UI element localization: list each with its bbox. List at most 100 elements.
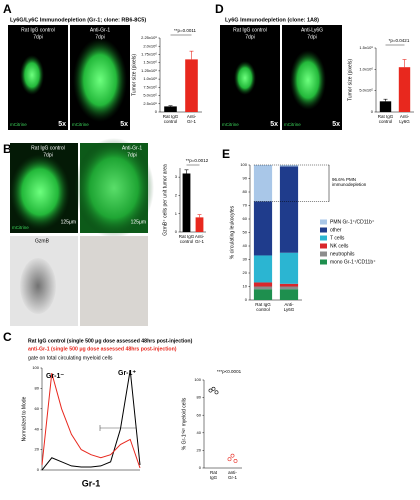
y-tick-label: 2.25x10⁶ <box>141 35 157 40</box>
y-tick-label: 100 <box>194 377 201 382</box>
image-stain: mCitrine <box>72 122 89 127</box>
x-axis-label: Gr-1 <box>82 478 101 488</box>
histogram-line <box>41 369 141 471</box>
legend-label: neutrophils <box>330 251 355 257</box>
image-label: Anti-Ly6G <box>301 27 323 33</box>
y-axis-label: % circulating leukocytes <box>229 205 235 259</box>
y-tick-label: 100 <box>240 162 247 167</box>
panel-letter: E <box>222 147 230 161</box>
y-axis-label: Normalized to Mode <box>21 396 27 441</box>
tumor <box>290 50 326 110</box>
image-scale: 5x <box>120 121 128 128</box>
annotation: **p=0.0012 <box>186 158 209 163</box>
panel-title: Ly6G Immunodepletion (clone: 1A8) <box>225 17 319 23</box>
annotation: ***p<0.0001 <box>217 369 242 374</box>
bar-segment <box>253 201 273 256</box>
panel-letter: C <box>3 330 12 344</box>
image-time: 7dpi <box>95 34 104 40</box>
y-tick-label: 100 <box>32 365 39 370</box>
data-point <box>227 457 232 462</box>
bar-segment <box>253 289 273 300</box>
legend-label: other <box>330 227 342 233</box>
y-axis-label: % Gr-1ʰⁱᵍʰ myeloid cells <box>180 397 187 450</box>
image-label: Anti-Gr-1 <box>90 27 111 33</box>
x-tick-label: Rat IgG control <box>378 114 394 124</box>
y-tick-label: 5.0x10⁵ <box>359 88 373 93</box>
image-scale: 5x <box>270 121 278 128</box>
y-tick-label: 80 <box>35 385 40 390</box>
x-tick-label: Rat IgG control <box>163 114 179 124</box>
y-tick-label: 7.5x10⁵ <box>143 84 157 89</box>
y-tick-label: 60 <box>197 412 202 417</box>
legend-label: PMN Gr-1⁺/CD11b⁺ <box>330 219 375 225</box>
image-time: 7dpi <box>43 152 52 158</box>
y-tick-label: 10 <box>243 284 248 289</box>
tumor <box>74 138 154 238</box>
image-scale: 125μm <box>61 219 76 225</box>
legend-label: mono Gr-1⁺/CD11b⁺ <box>330 259 376 265</box>
y-tick-label: 60 <box>35 406 40 411</box>
y-tick-label: 40 <box>243 243 248 248</box>
y-tick-label: 1.75x10⁶ <box>141 52 157 57</box>
image-stain: mCitrine <box>12 225 29 230</box>
bar-segment <box>253 165 273 202</box>
image-label: Rat IgG control <box>31 145 65 151</box>
y-tick-label: 80 <box>243 189 248 194</box>
y-tick-label: 2.5x10⁵ <box>143 101 157 106</box>
panel-title: Ly6G/Ly6C Immunodepletion (Gr-1; clone: … <box>10 17 146 23</box>
bar-segment <box>279 252 299 284</box>
bar-segment <box>253 286 273 290</box>
y-tick-label: 1.25x10⁶ <box>141 68 157 73</box>
image-label: Rat IgG control <box>21 27 55 33</box>
y-tick-label: 5.0x10⁵ <box>143 93 157 98</box>
image-time: 7dpi <box>127 152 136 158</box>
y-tick-label: 3 <box>175 174 178 179</box>
image-label: Anti-Gr-1 <box>122 145 143 151</box>
y-tick-label: 1 <box>175 211 178 216</box>
y-tick-label: 1.0x10⁶ <box>143 76 157 81</box>
legend-label: T cells <box>330 235 345 241</box>
y-axis-label: GzmB⁺ cells per unit tumor area <box>162 164 168 236</box>
stain-area <box>20 258 56 314</box>
data-point <box>208 388 213 393</box>
tumor <box>234 61 256 95</box>
y-tick-label: 20 <box>35 447 40 452</box>
annotation: **p=0.0011 <box>174 28 197 33</box>
bar-segment <box>279 283 299 287</box>
y-tick-label: 1.0x10⁶ <box>359 66 373 71</box>
legend-swatch <box>320 219 327 225</box>
x-tick-label: Anti-Gr-1 <box>195 234 205 244</box>
y-tick-label: 1.5x10⁶ <box>359 45 373 50</box>
image-stain: mCitrine <box>222 122 239 127</box>
data-point <box>233 459 238 463</box>
bar-segment <box>253 282 273 287</box>
legend-swatch <box>320 259 327 265</box>
data-point <box>230 453 235 458</box>
y-tick-label: 2 <box>175 192 178 197</box>
y-tick-label: 60 <box>243 216 248 221</box>
y-tick-label: 0 <box>155 109 158 114</box>
image-scale: 5x <box>58 121 66 128</box>
y-tick-label: 40 <box>197 430 202 435</box>
data-point <box>211 386 216 391</box>
y-tick-label: 0 <box>245 297 248 302</box>
x-tick-label: Anti-Ly6G <box>399 114 410 124</box>
tumor <box>10 154 70 230</box>
bar-segment <box>279 166 299 253</box>
x-tick-label: Anti-Gr-1 <box>187 114 197 124</box>
bar <box>398 67 411 112</box>
y-axis-label: Tumor size (pixels) <box>131 54 137 96</box>
bar <box>379 101 392 112</box>
tumor <box>20 55 44 95</box>
y-tick-label: 20 <box>243 270 248 275</box>
bar-segment <box>279 289 299 300</box>
population-label: Gr-1⁺ <box>118 370 136 377</box>
legend-swatch <box>320 243 327 249</box>
image-time: 7dpi <box>245 34 254 40</box>
bar <box>164 106 177 112</box>
y-tick-label: 0 <box>371 109 374 114</box>
micrograph <box>80 236 148 326</box>
y-tick-label: 80 <box>197 395 202 400</box>
legend-label: Rat IgG control (single 500 μg dose asse… <box>28 338 193 344</box>
